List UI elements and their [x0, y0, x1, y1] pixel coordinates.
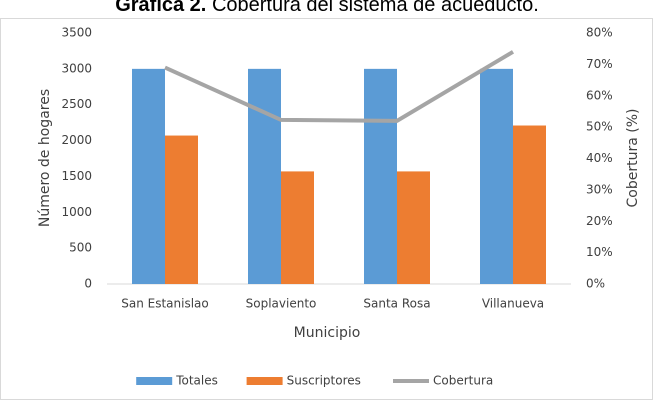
legend-swatch: [136, 377, 173, 385]
x-tick-label: Soplaviento: [246, 297, 317, 311]
y2-tick-label: 70%: [586, 57, 613, 71]
y2-tick-label: 60%: [586, 88, 613, 102]
legend-swatch: [246, 377, 283, 385]
bar: [248, 68, 281, 284]
y2-tick-label: 80%: [586, 26, 613, 40]
chart-title: Gráfica 2. Cobertura del sistema de acue…: [115, 0, 539, 16]
chart-border: [0, 18, 653, 400]
y2-tick-label: 40%: [586, 151, 613, 165]
y-tick-label: 3500: [61, 26, 92, 40]
title-label: Gráfica 2.: [115, 0, 206, 16]
y-tick-label: 1500: [61, 169, 92, 183]
y-tick-label: 3000: [61, 61, 92, 75]
legend-label: Suscriptores: [287, 374, 361, 388]
line-series: [164, 50, 515, 123]
x-axis-title: Municipio: [294, 325, 361, 341]
bar: [513, 125, 546, 284]
bar: [165, 135, 198, 284]
y2-tick-label: 20%: [586, 214, 613, 228]
y-tick-label: 2000: [61, 133, 92, 147]
y2-tick-label: 10%: [586, 245, 613, 259]
bar: [281, 171, 314, 284]
bar: [132, 68, 165, 284]
x-tick-label: Villanueva: [482, 297, 544, 311]
legend-label: Totales: [175, 374, 218, 388]
y2-tick-label: 0%: [586, 277, 605, 291]
title-text: Cobertura del sistema de acueducto.: [212, 0, 539, 16]
x-tick-label: Santa Rosa: [363, 297, 430, 311]
y-tick-label: 2500: [61, 97, 92, 111]
y-tick-label: 0: [84, 277, 92, 291]
y-axis-title: Número de hogares: [37, 89, 53, 227]
y-tick-label: 500: [69, 241, 92, 255]
legend-label: Cobertura: [433, 374, 493, 388]
y-tick-label: 1000: [61, 205, 92, 219]
bar: [397, 171, 430, 284]
y2-tick-label: 50%: [586, 120, 613, 134]
y2-axis-title: Cobertura (%): [625, 109, 641, 208]
bar: [480, 68, 513, 284]
x-tick-label: San Estanislao: [121, 297, 209, 311]
y2-tick-label: 30%: [586, 182, 613, 196]
bar: [364, 68, 397, 284]
